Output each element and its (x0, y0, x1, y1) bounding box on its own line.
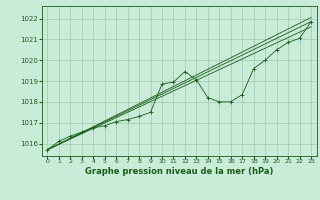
X-axis label: Graphe pression niveau de la mer (hPa): Graphe pression niveau de la mer (hPa) (85, 167, 273, 176)
